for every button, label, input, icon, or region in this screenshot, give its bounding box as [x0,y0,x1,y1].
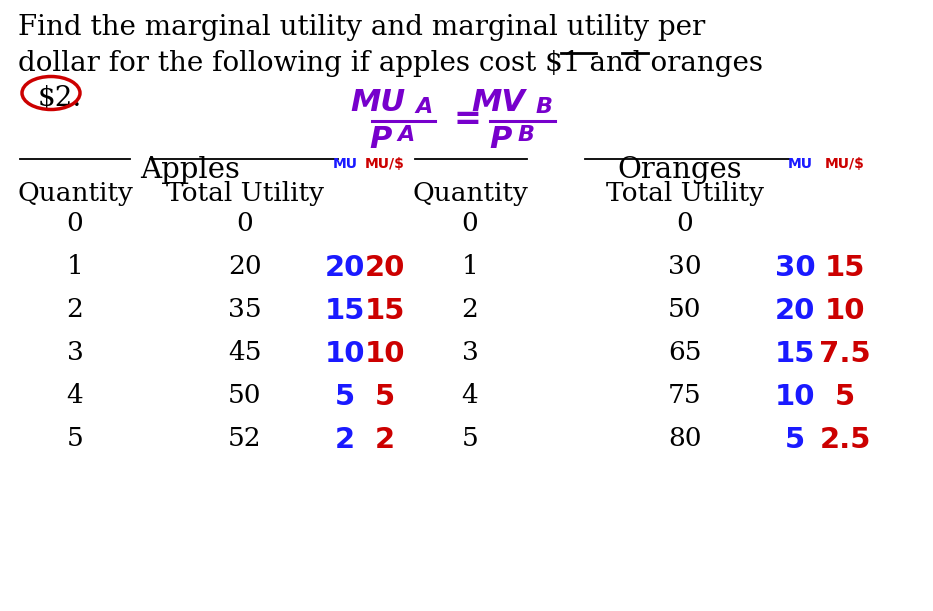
Text: 1: 1 [66,254,83,279]
Text: 30: 30 [774,254,815,282]
Text: Apples: Apples [140,156,240,184]
Text: =: = [453,103,480,136]
Text: 45: 45 [229,340,262,365]
Text: 50: 50 [229,383,262,408]
Text: 5: 5 [335,383,355,411]
Text: 7.5: 7.5 [819,340,870,368]
Text: 3: 3 [66,340,83,365]
Text: 5: 5 [66,426,83,451]
Text: 5: 5 [835,383,855,411]
Text: A: A [415,97,433,117]
Text: 20: 20 [365,254,405,282]
Text: 20: 20 [325,254,365,282]
Text: Find the marginal utility and marginal utility per: Find the marginal utility and marginal u… [18,14,705,41]
Text: P: P [369,125,392,154]
Text: Quantity: Quantity [412,181,528,206]
Text: 15: 15 [325,297,365,325]
Text: 35: 35 [229,297,262,322]
Text: 20: 20 [774,297,815,325]
Text: 0: 0 [66,211,83,236]
Text: $2.: $2. [38,85,82,112]
Text: MU/$: MU/$ [365,157,405,171]
Text: 5: 5 [785,426,805,454]
Text: A: A [397,125,414,145]
Text: Total Utility: Total Utility [166,181,324,206]
Text: P: P [490,125,512,154]
Text: 2: 2 [66,297,83,322]
Text: 5: 5 [462,426,479,451]
Text: Oranges: Oranges [618,156,743,184]
Text: 15: 15 [825,254,865,282]
Text: 4: 4 [462,383,479,408]
Text: 50: 50 [668,297,702,322]
Text: 10: 10 [774,383,815,411]
Text: 20: 20 [229,254,262,279]
Text: Quantity: Quantity [17,181,132,206]
Text: MU: MU [787,157,813,171]
Text: dollar for the following if apples cost $1 and oranges: dollar for the following if apples cost … [18,50,763,77]
Text: 0: 0 [676,211,693,236]
Text: 15: 15 [365,297,405,325]
Text: MU/$: MU/$ [825,157,865,171]
Text: 3: 3 [462,340,479,365]
Text: 10: 10 [365,340,405,368]
Text: 0: 0 [462,211,479,236]
Text: 2: 2 [462,297,479,322]
Text: 5: 5 [375,383,395,411]
Text: 75: 75 [668,383,702,408]
Text: 15: 15 [774,340,815,368]
Text: 52: 52 [229,426,262,451]
Text: 10: 10 [825,297,865,325]
Text: 1: 1 [462,254,479,279]
Text: 2: 2 [335,426,355,454]
Text: 80: 80 [668,426,702,451]
Text: 2.5: 2.5 [819,426,870,454]
Text: 65: 65 [668,340,702,365]
Text: 4: 4 [66,383,83,408]
Text: 30: 30 [668,254,702,279]
Text: 10: 10 [325,340,365,368]
Text: MU: MU [332,157,357,171]
Text: B: B [518,125,535,145]
Text: 0: 0 [237,211,254,236]
Text: MV: MV [471,88,525,117]
Text: Total Utility: Total Utility [606,181,764,206]
Text: 2: 2 [375,426,395,454]
Text: B: B [536,97,552,117]
Text: MU: MU [350,88,405,117]
